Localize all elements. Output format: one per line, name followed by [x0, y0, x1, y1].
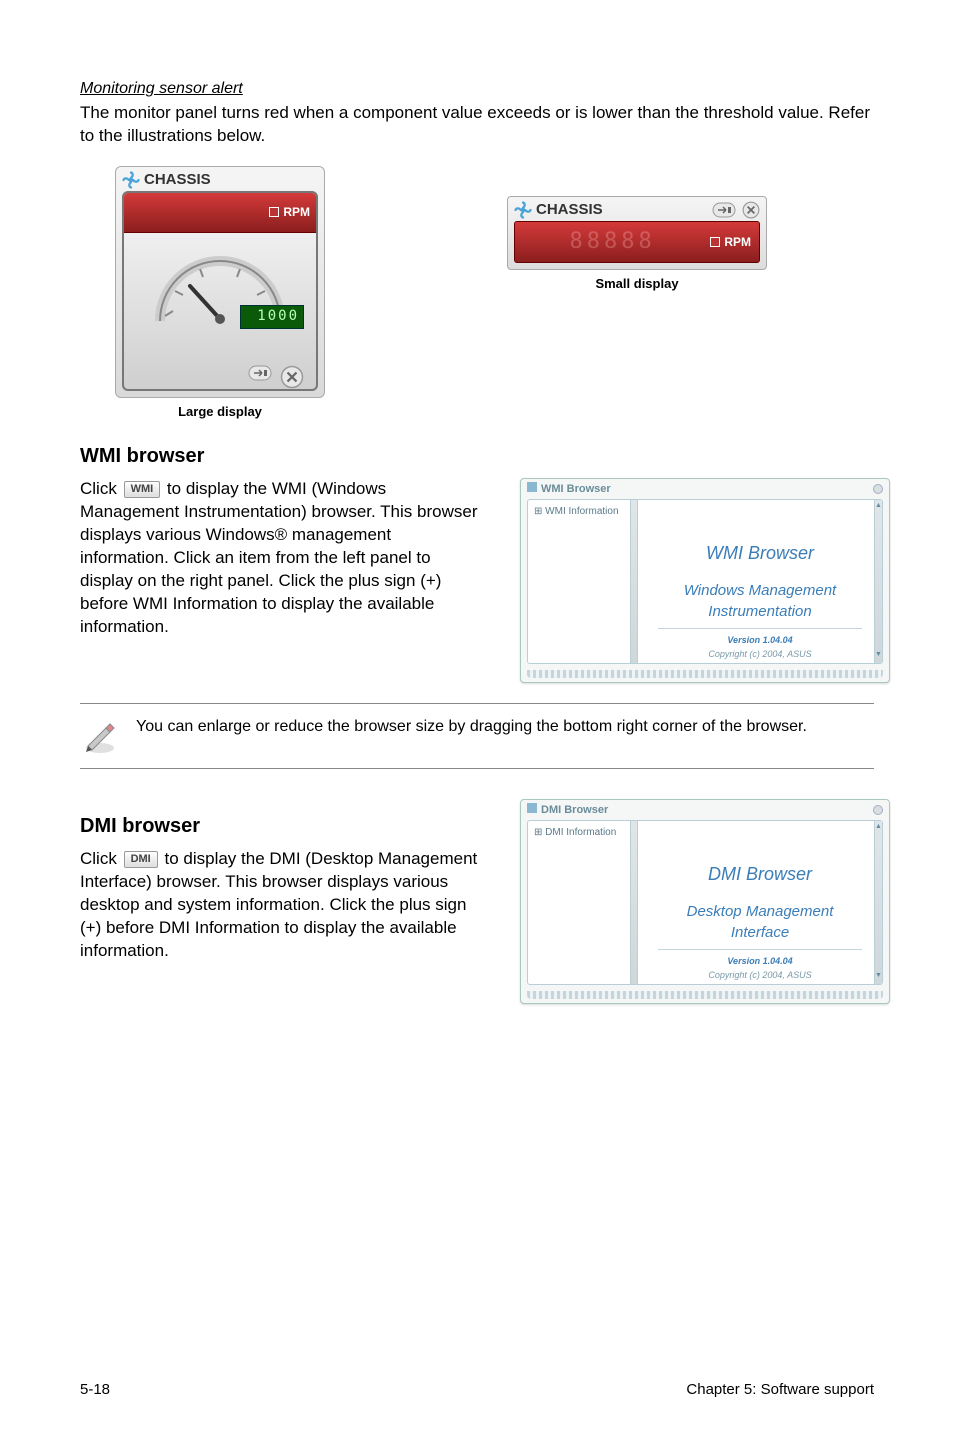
dmi-pane-sub1: Desktop Management: [687, 903, 834, 920]
resize-grip[interactable]: [527, 991, 883, 999]
large-caption: Large display: [80, 404, 360, 419]
window-close-icon[interactable]: [873, 805, 883, 815]
wmi-pane-title: WMI Browser: [706, 543, 814, 564]
scroll-up-icon[interactable]: ▲: [875, 823, 881, 833]
chassis-title: CHASSIS: [144, 171, 211, 188]
scroll-down-icon[interactable]: ▼: [875, 972, 881, 982]
window-close-icon[interactable]: [873, 484, 883, 494]
dmi-version: Version 1.04.04: [727, 956, 792, 966]
dmi-paragraph: Click DMI to display the DMI (Desktop Ma…: [80, 848, 480, 963]
wmi-pane-sub1: Windows Management: [684, 582, 836, 599]
small-caption: Small display: [400, 276, 874, 291]
alert-strip-large: RPM: [124, 193, 316, 233]
note-icon: [80, 716, 120, 756]
dmi-copyright: Copyright (c) 2004, ASUS: [708, 970, 811, 980]
rpm-label-small: RPM: [710, 235, 751, 249]
wmi-paragraph: Click WMI to display the WMI (Windows Ma…: [80, 478, 480, 639]
dmi-window: DMI Browser ⊞ DMI Information ▲ ▼ DMI Br…: [520, 799, 890, 1004]
rpm-label-large: RPM: [269, 205, 310, 219]
wmi-button[interactable]: WMI: [124, 481, 161, 498]
chassis-large-panel: CHASSIS RPM: [115, 166, 325, 398]
scrollbar[interactable]: [874, 821, 882, 984]
gauge-large: RPM: [122, 191, 318, 391]
note-text: You can enlarge or reduce the browser si…: [136, 716, 807, 738]
note-block: You can enlarge or reduce the browser si…: [80, 703, 874, 769]
expand-icon[interactable]: [712, 202, 736, 218]
alert-strip-small: 88888 RPM: [514, 221, 760, 263]
scrollbar[interactable]: [874, 500, 882, 663]
window-icon: [527, 482, 537, 495]
wmi-window: WMI Browser ⊞ WMI Information ▲ ▼ WMI Br…: [520, 478, 890, 683]
scroll-down-icon[interactable]: ▼: [875, 651, 881, 661]
collapse-icon[interactable]: [248, 365, 272, 381]
wmi-pane-sub2: Instrumentation: [708, 603, 811, 620]
chapter-label: Chapter 5: Software support: [686, 1381, 874, 1398]
window-icon: [527, 803, 537, 816]
page-number: 5-18: [80, 1381, 110, 1398]
scroll-up-icon[interactable]: ▲: [875, 502, 881, 512]
wmi-tree[interactable]: ⊞ WMI Information: [528, 500, 638, 663]
wmi-copyright: Copyright (c) 2004, ASUS: [708, 649, 811, 659]
close-icon[interactable]: [742, 201, 760, 219]
dmi-pane-sub2: Interface: [731, 924, 789, 941]
monitoring-heading: Monitoring sensor alert: [80, 80, 874, 98]
dmi-heading: DMI browser: [80, 815, 480, 838]
close-icon[interactable]: [280, 365, 304, 381]
chassis-small-panel: CHASSIS 88888 RPM: [507, 196, 767, 270]
wmi-version: Version 1.04.04: [727, 635, 792, 645]
monitoring-paragraph: The monitor panel turns red when a compo…: [80, 102, 874, 148]
seg-placeholder: 88888: [515, 229, 710, 254]
dmi-window-title: DMI Browser: [541, 804, 608, 816]
resize-grip[interactable]: [527, 670, 883, 678]
wmi-info-pane: ▲ ▼ WMI Browser Windows Management Instr…: [638, 500, 882, 663]
dmi-pane-title: DMI Browser: [708, 864, 812, 885]
wmi-heading: WMI browser: [80, 445, 874, 468]
fan-icon: [514, 201, 532, 219]
dmi-tree[interactable]: ⊞ DMI Information: [528, 821, 638, 984]
fan-icon: [122, 171, 140, 189]
chassis-title-small: CHASSIS: [536, 201, 603, 218]
lcd-readout: 1000: [240, 305, 304, 329]
dmi-info-pane: ▲ ▼ DMI Browser Desktop Management Inter…: [638, 821, 882, 984]
dmi-button[interactable]: DMI: [124, 851, 158, 868]
wmi-window-title: WMI Browser: [541, 483, 611, 495]
